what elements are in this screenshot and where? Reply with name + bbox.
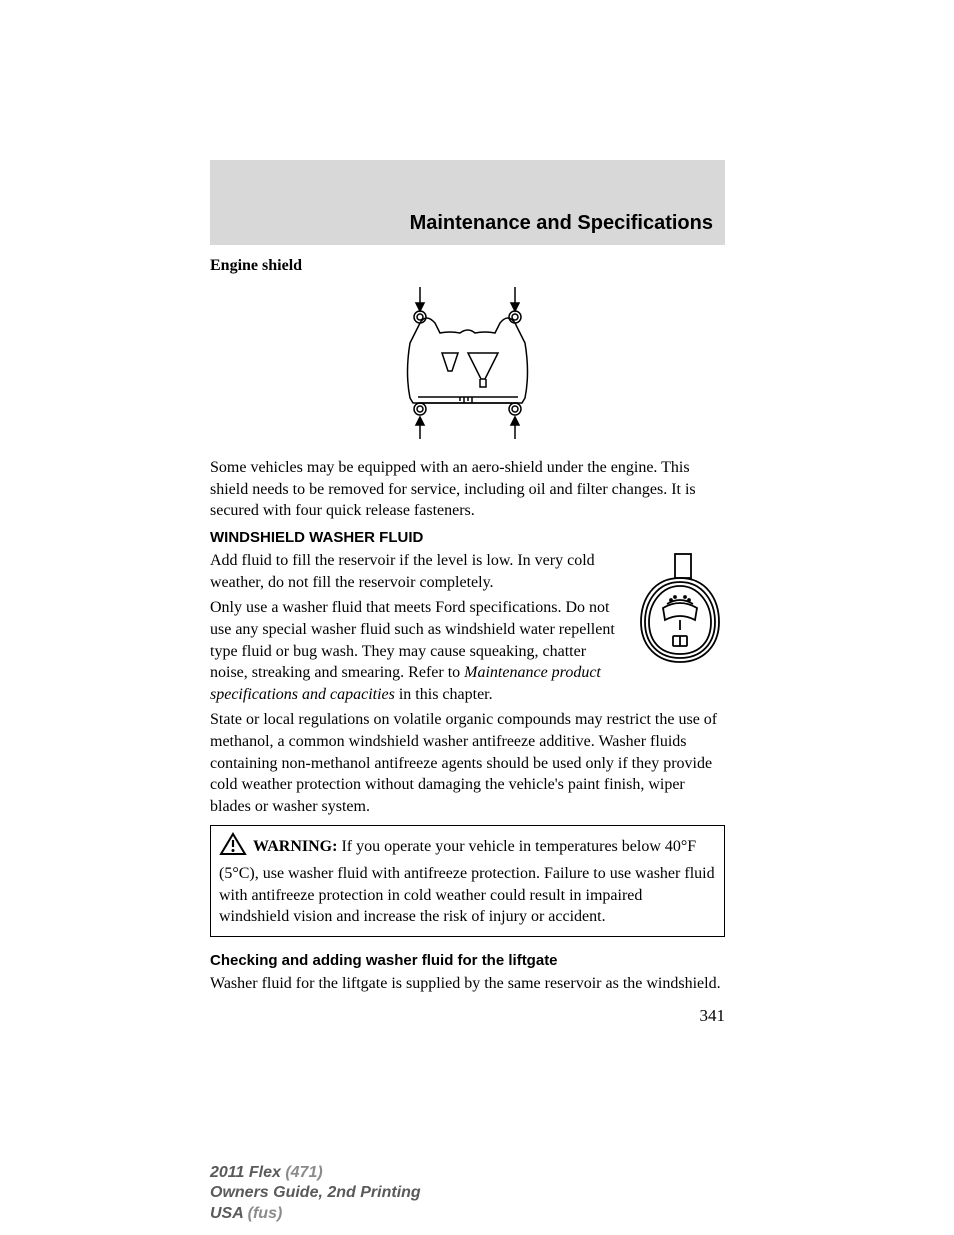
page-number: 341: [210, 1005, 725, 1028]
liftgate-body: Washer fluid for the liftgate is supplie…: [210, 973, 725, 995]
washer-fluid-heading: WINDSHIELD WASHER FLUID: [210, 528, 725, 548]
footer-line3: USA (fus): [210, 1204, 954, 1225]
footer-suffix: (fus): [243, 1205, 282, 1222]
washer-p3: State or local regulations on volatile o…: [210, 709, 725, 817]
footer: 2011 Flex (471) Owners Guide, 2nd Printi…: [210, 1163, 954, 1225]
engine-shield-heading: Engine shield: [210, 255, 725, 277]
footer-line1: 2011 Flex (471): [210, 1163, 954, 1184]
liftgate-heading: Checking and adding washer fluid for the…: [210, 951, 725, 971]
footer-line2: Owners Guide, 2nd Printing: [210, 1183, 954, 1204]
warning-label: WARNING:: [253, 838, 337, 855]
engine-shield-icon: [380, 283, 555, 443]
chapter-title: Maintenance and Specifications: [410, 210, 713, 237]
content-area: Engine shield: [210, 245, 725, 1028]
engine-shield-figure: [210, 283, 725, 450]
footer-code: (471): [281, 1164, 323, 1181]
header-bar: Maintenance and Specifications: [210, 160, 725, 245]
washer-cap-figure: [635, 550, 725, 675]
warning-box: WARNING: If you operate your vehicle in …: [210, 825, 725, 936]
warning-icon: [219, 832, 247, 863]
page: Maintenance and Specifications Engine sh…: [0, 160, 954, 1225]
footer-region: USA: [210, 1205, 243, 1222]
washer-fluid-block: Add fluid to fill the reservoir if the l…: [210, 550, 725, 709]
engine-shield-body: Some vehicles may be equipped with an ae…: [210, 457, 725, 522]
washer-p2c: in this chapter.: [395, 686, 493, 703]
washer-cap-icon: [635, 550, 725, 668]
footer-model: 2011 Flex: [210, 1164, 281, 1181]
